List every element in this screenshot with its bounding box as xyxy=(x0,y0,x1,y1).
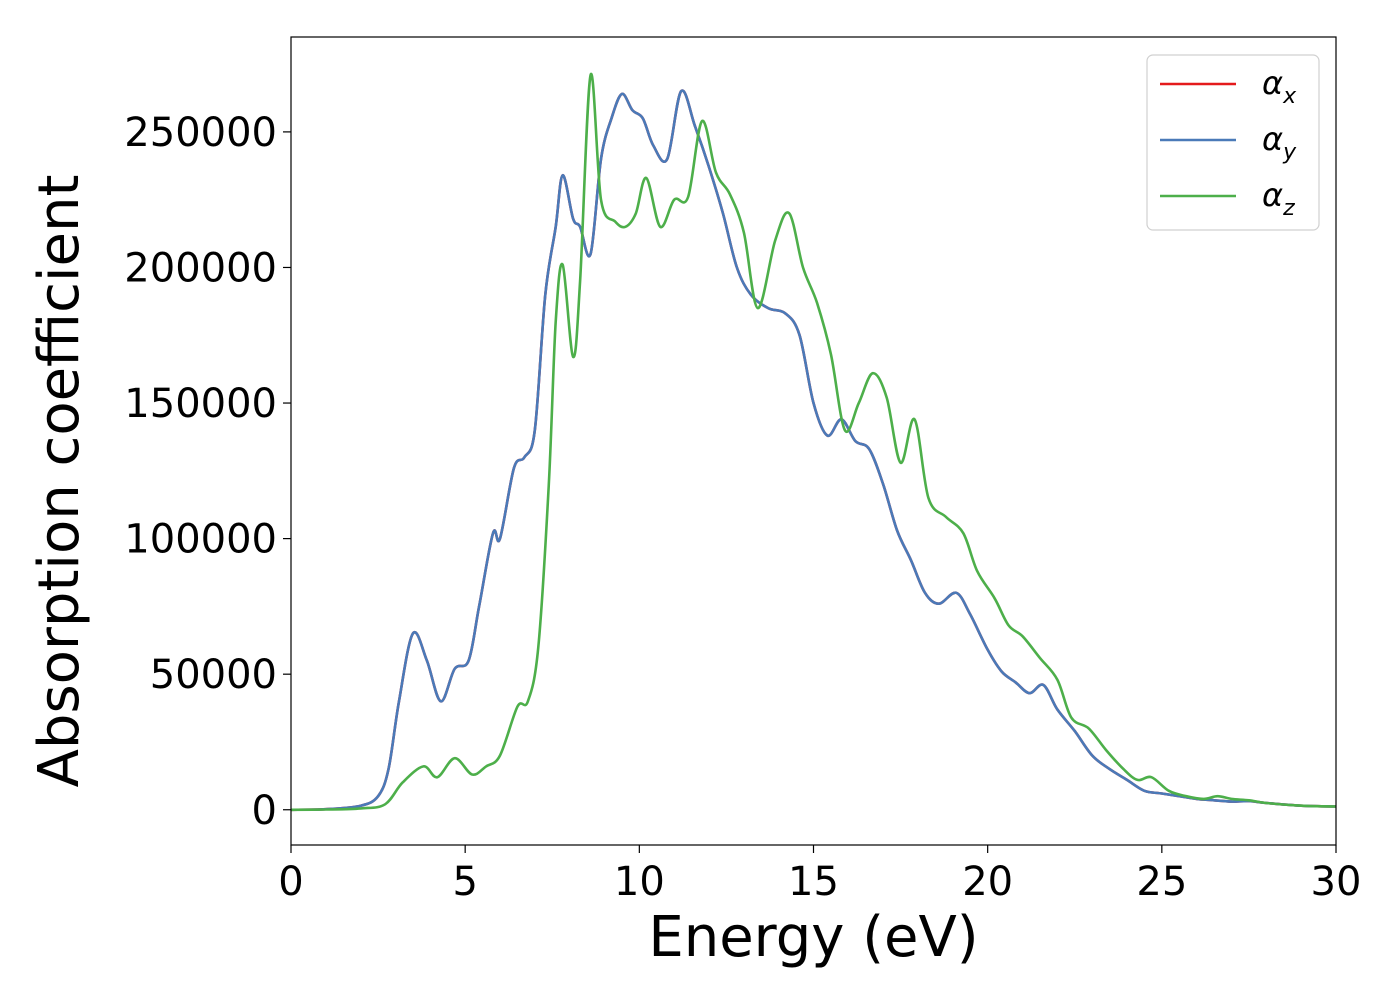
x-tick-label: 20 xyxy=(962,859,1013,905)
y-axis-title: Absorption coefficient xyxy=(27,175,92,788)
y-tick-label: 150000 xyxy=(124,381,277,427)
series-line-alpha-y xyxy=(290,89,1337,812)
y-tick-label: 200000 xyxy=(124,245,277,291)
x-tick-label: 5 xyxy=(452,859,477,905)
legend-box xyxy=(1146,54,1320,231)
x-tick-label: 0 xyxy=(278,859,303,905)
y-tick-label: 100000 xyxy=(124,517,277,563)
series-layer xyxy=(290,72,1337,812)
x-axis: 0 5 10 15 20 25 30 xyxy=(278,845,1361,905)
x-tick-label: 25 xyxy=(1136,859,1187,905)
y-tick-label: 0 xyxy=(252,788,277,834)
y-axis: 0 50000 100000 150000 200000 250000 xyxy=(124,110,291,834)
series-line-alpha-z xyxy=(290,72,1337,812)
x-tick-label: 30 xyxy=(1311,859,1362,905)
y-tick-label: 50000 xyxy=(150,652,277,698)
y-tick-label: 250000 xyxy=(124,110,277,156)
x-axis-title: Energy (eV) xyxy=(648,905,978,970)
x-tick-label: 15 xyxy=(788,859,839,905)
x-tick-label: 10 xyxy=(614,859,665,905)
